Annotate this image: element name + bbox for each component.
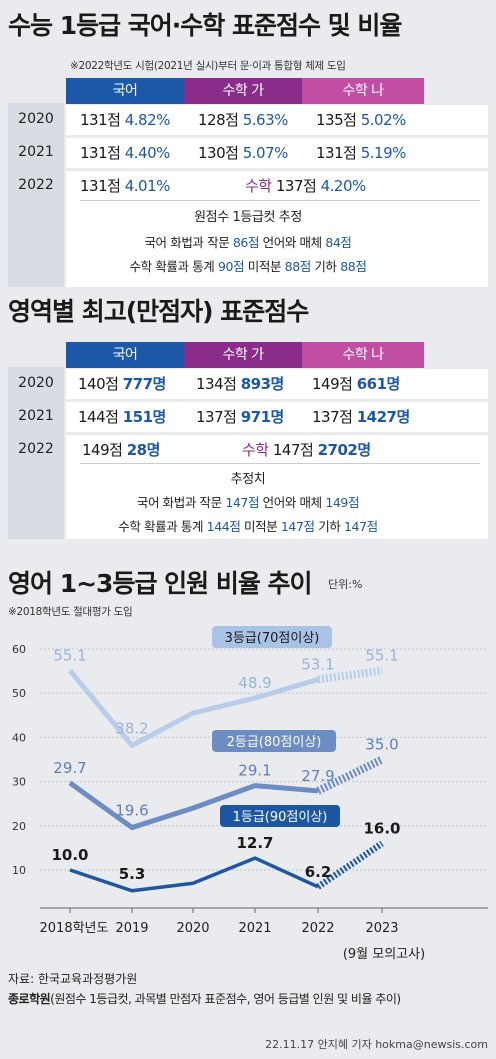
score-cell-2022-korean: 149점 28명 xyxy=(82,441,160,459)
section3-note: ※2018학년도 절대평가 도입 xyxy=(8,606,133,618)
section2-title: 영역별 최고(만점자) 표준점수 xyxy=(8,297,309,326)
score-cell: 134점 893명 xyxy=(196,375,284,393)
table-row xyxy=(66,105,488,135)
year-label: 2021 xyxy=(18,408,54,424)
header-math-ga: 수학 가 xyxy=(184,342,302,368)
y-axis-ticks: 10 20 30 40 50 60 xyxy=(12,643,26,877)
x-tick-label: 2021 xyxy=(238,921,271,936)
score-cell: 144점 151명 xyxy=(78,408,166,426)
series-tag-label: 2등급(80점이상) xyxy=(227,735,322,750)
year-column-bg xyxy=(8,103,64,287)
year-label: 2022 xyxy=(18,177,54,193)
score-cell-2022-korean: 131점 4.01% xyxy=(80,177,170,195)
header-korean: 국어 xyxy=(66,78,184,104)
data-label: 55.1 xyxy=(53,647,86,665)
estimate-title: 원점수 1등급컷 추정 xyxy=(194,210,302,225)
estimate-line: 국어 화법과 작문 147점 언어와 매체 149점 xyxy=(136,495,360,510)
series-tags: 3등급(70점이상) 2등급(80점이상) 1등급(90점이상) xyxy=(212,626,340,827)
score-cell: 130점 5.07% xyxy=(198,144,288,162)
series-tag-label: 3등급(70점이상) xyxy=(225,631,320,646)
source-label: 자료: 한국교육과정평가원 xyxy=(8,972,138,986)
source-secondary: 종로학원(원점수 1등급컷, 과목별 만점자 표준점수, 영어 등급별 인원 및… xyxy=(8,992,401,1006)
data-label: 38.2 xyxy=(115,719,148,737)
score-cell-2022-math: 수학 137점 4.20% xyxy=(245,177,366,195)
section3-title: 영어 1~3등급 인원 비율 추이 xyxy=(8,569,313,598)
x-axis-ticks: 2018학년도 2019 2020 2021 2022 2023 (9월 모의고사) xyxy=(40,921,426,962)
y-tick-label: 40 xyxy=(12,731,26,744)
series-lines xyxy=(68,666,384,893)
score-cell: 131점 4.82% xyxy=(80,111,170,129)
table-row xyxy=(66,402,488,432)
score-cell: 128점 5.63% xyxy=(198,111,288,129)
year-column-bg xyxy=(8,367,64,539)
score-cell: 135점 5.02% xyxy=(316,111,406,129)
header-math-na: 수학 나 xyxy=(302,78,424,104)
score-cell: 137점 1427명 xyxy=(312,408,410,426)
section1-note: ※2022학년도 시험(2021년 실시)부터 문·이과 통합형 체제 도입 xyxy=(70,60,346,72)
series-line-projection xyxy=(317,666,383,684)
header-math-ga: 수학 가 xyxy=(184,78,302,104)
score-cell: 140점 777명 xyxy=(78,375,166,393)
data-label: 5.3 xyxy=(119,865,146,883)
data-label: 55.1 xyxy=(365,647,398,665)
series-line xyxy=(69,856,319,893)
year-label: 2022 xyxy=(18,441,54,457)
unit-label: 단위:% xyxy=(328,578,363,591)
data-label: 29.7 xyxy=(53,759,86,777)
x-tick-label: 2020 xyxy=(176,921,209,936)
x-tick-label: 2018학년도 xyxy=(40,921,109,936)
score-cell: 131점 5.19% xyxy=(316,144,406,162)
series-tag-bg xyxy=(212,730,336,752)
estimate-title: 추정치 xyxy=(230,472,266,487)
y-tick-label: 50 xyxy=(12,687,26,700)
credit: 22.11.17 안지혜 기자 hokma@newsis.com xyxy=(265,1038,488,1051)
data-label: 27.9 xyxy=(301,767,334,785)
year-label: 2021 xyxy=(18,144,54,160)
table-row xyxy=(66,138,488,168)
header-math-na: 수학 나 xyxy=(302,342,424,368)
table-row xyxy=(66,369,488,399)
year-label: 2020 xyxy=(18,111,54,127)
y-tick-label: 10 xyxy=(12,864,26,877)
estimate-line: 수학 확률과 통계 90점 미적분 88점 기하 88점 xyxy=(129,259,367,274)
series-line-projection xyxy=(316,840,384,890)
series-tag-bg xyxy=(220,805,340,827)
data-label: 16.0 xyxy=(363,819,400,837)
score-cell: 149점 661명 xyxy=(312,375,400,393)
estimate-line: 국어 화법과 작문 86점 언어와 매체 84점 xyxy=(144,235,352,250)
series-line xyxy=(68,780,319,831)
series-line xyxy=(68,669,319,748)
data-label: 35.0 xyxy=(365,736,398,754)
y-tick-label: 30 xyxy=(12,776,26,789)
estimate-line: 수학 확률과 통계 144점 미적분 147점 기하 147점 xyxy=(118,519,378,534)
x-tick-label: 2019 xyxy=(115,921,148,936)
data-label: 48.9 xyxy=(238,674,271,692)
value-labels: 55.1 38.2 48.9 53.1 55.1 29.7 19.6 29.1 27.9 35.0… xyxy=(51,647,400,883)
x-tick-sublabel: (9월 모의고사) xyxy=(343,947,425,962)
series-tag-label: 1등급(90점이상) xyxy=(233,810,328,825)
data-label: 6.2 xyxy=(305,863,332,881)
score-cell-2022-math: 수학 147점 2702명 xyxy=(242,441,371,459)
data-label: 53.1 xyxy=(301,655,334,673)
divider xyxy=(80,200,480,201)
series-tag-bg xyxy=(212,626,332,648)
year-label: 2020 xyxy=(18,375,54,391)
x-tick-label: 2023 xyxy=(365,921,398,936)
table-row-2022 xyxy=(66,171,488,287)
line-chart: 10 20 30 40 50 60 55.1 38.2 48.9 53.1 55.1 29.7 19.… xyxy=(12,626,488,962)
x-tick-label: 2022 xyxy=(301,921,334,936)
table-row-2022 xyxy=(66,435,488,539)
score-cell: 137점 971명 xyxy=(196,408,284,426)
section1-title: 수능 1등급 국어·수학 표준점수 및 비율 xyxy=(8,11,402,40)
data-label: 12.7 xyxy=(236,834,273,852)
divider xyxy=(80,463,480,464)
data-label: 19.6 xyxy=(115,802,148,820)
y-tick-label: 20 xyxy=(12,820,26,833)
header-korean: 국어 xyxy=(66,342,184,368)
score-cell: 131점 4.40% xyxy=(80,144,170,162)
data-label: 29.1 xyxy=(238,762,271,780)
y-tick-label: 60 xyxy=(12,643,26,656)
data-label: 10.0 xyxy=(51,846,88,864)
